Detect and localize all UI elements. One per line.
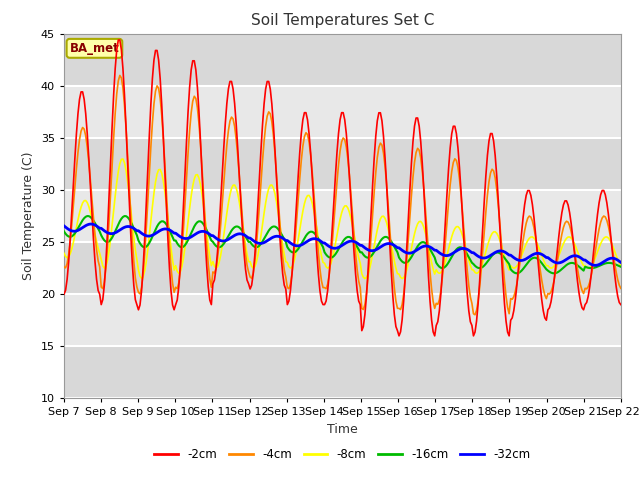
-32cm <box>588 262 595 267</box>
-32cm <box>305 238 313 243</box>
-4cm <box>60 264 68 270</box>
-4cm <box>617 286 625 291</box>
-2cm <box>228 79 236 84</box>
-16cm <box>60 228 68 234</box>
Bar <box>64 346 621 398</box>
Line: -16cm: -16cm <box>64 216 621 273</box>
-16cm <box>305 229 313 235</box>
-2cm <box>395 333 403 339</box>
Bar <box>64 294 621 346</box>
-8cm <box>589 261 596 266</box>
Legend: -2cm, -4cm, -8cm, -16cm, -32cm: -2cm, -4cm, -8cm, -16cm, -32cm <box>150 443 535 466</box>
-16cm <box>589 265 596 271</box>
-32cm <box>617 260 625 265</box>
Bar <box>64 86 621 138</box>
Line: -2cm: -2cm <box>64 40 621 336</box>
Y-axis label: Soil Temperature (C): Soil Temperature (C) <box>22 152 35 280</box>
Line: -32cm: -32cm <box>64 224 621 265</box>
-4cm <box>116 72 124 78</box>
-4cm <box>246 274 254 280</box>
-2cm <box>115 37 122 43</box>
-2cm <box>130 282 138 288</box>
-16cm <box>130 226 138 231</box>
-8cm <box>119 156 127 162</box>
Bar <box>64 190 621 242</box>
Bar <box>64 34 621 86</box>
-32cm <box>60 223 68 229</box>
-16cm <box>550 270 558 276</box>
-4cm <box>228 114 236 120</box>
Line: -4cm: -4cm <box>64 75 621 315</box>
-2cm <box>617 302 625 308</box>
-8cm <box>246 259 254 264</box>
-4cm <box>130 259 138 264</box>
-2cm <box>255 175 263 180</box>
-4cm <box>471 312 479 318</box>
-32cm <box>592 263 600 268</box>
-8cm <box>60 251 68 256</box>
-2cm <box>246 286 254 292</box>
-8cm <box>130 235 138 240</box>
-32cm <box>86 221 94 227</box>
-2cm <box>60 291 68 297</box>
X-axis label: Time: Time <box>327 423 358 436</box>
-32cm <box>246 235 254 241</box>
-8cm <box>255 243 263 249</box>
-2cm <box>305 131 313 136</box>
Title: Soil Temperatures Set C: Soil Temperatures Set C <box>251 13 434 28</box>
-16cm <box>246 239 254 245</box>
-8cm <box>305 192 313 198</box>
-16cm <box>228 228 236 233</box>
-32cm <box>255 240 263 246</box>
-32cm <box>130 226 138 231</box>
Bar <box>64 242 621 294</box>
-8cm <box>398 276 406 281</box>
-4cm <box>589 264 596 269</box>
-16cm <box>255 243 263 249</box>
-4cm <box>255 202 263 208</box>
-16cm <box>617 264 625 270</box>
-8cm <box>228 186 236 192</box>
Line: -8cm: -8cm <box>64 159 621 278</box>
-16cm <box>83 213 91 219</box>
Bar <box>64 138 621 190</box>
-2cm <box>589 256 596 262</box>
-8cm <box>617 263 625 269</box>
-32cm <box>228 234 236 240</box>
Text: BA_met: BA_met <box>70 42 119 55</box>
-4cm <box>305 139 313 145</box>
